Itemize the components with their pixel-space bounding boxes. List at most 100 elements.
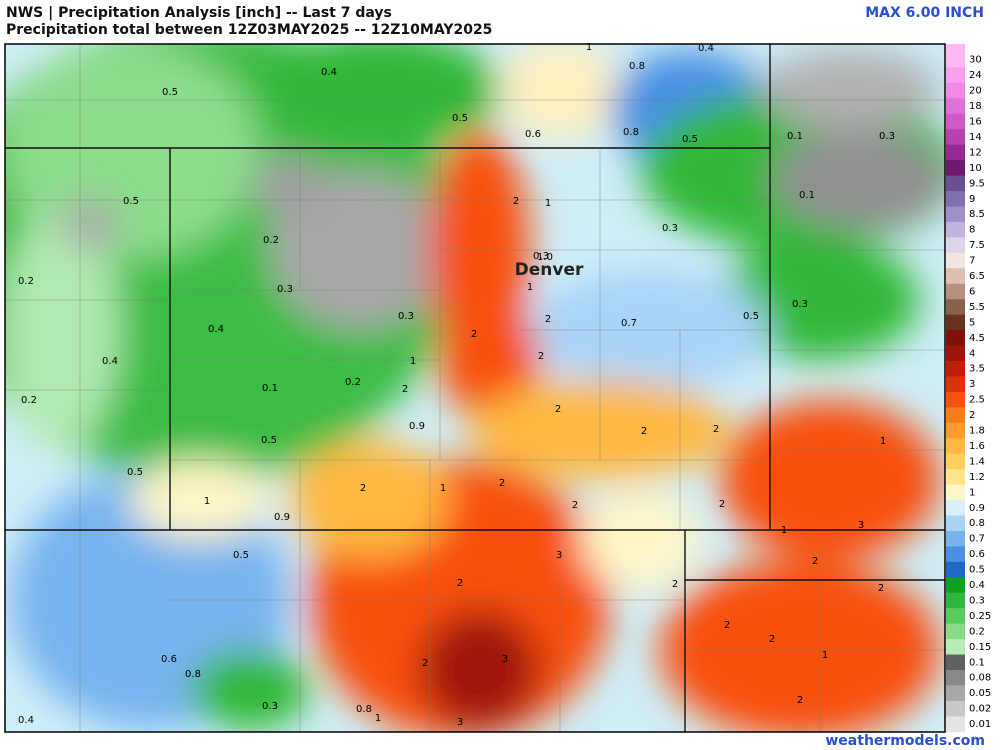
map-label: 2 bbox=[724, 620, 730, 631]
footer: weathermodels.com bbox=[825, 733, 985, 749]
legend-label: 7.5 bbox=[969, 240, 985, 251]
legend-label: 20 bbox=[969, 86, 982, 97]
legend-swatch bbox=[946, 299, 965, 316]
map-label: 2 bbox=[769, 634, 775, 645]
map-label: 1 bbox=[880, 436, 886, 447]
legend-swatch bbox=[946, 283, 965, 300]
map-label: 0.2 bbox=[18, 276, 34, 287]
map-label: 0.4 bbox=[18, 715, 34, 726]
map-label: 0.5 bbox=[743, 311, 759, 322]
legend-label: 0.9 bbox=[969, 503, 985, 514]
map-label: 0.2 bbox=[21, 395, 37, 406]
legend-swatch bbox=[946, 608, 965, 625]
legend-swatch bbox=[946, 129, 965, 146]
map-label: 0.3 bbox=[662, 223, 678, 234]
map-label: 0.8 bbox=[185, 669, 201, 680]
map-label: 2 bbox=[499, 478, 505, 489]
legend-label: 6.5 bbox=[969, 271, 985, 282]
map-label: 3 bbox=[858, 520, 864, 531]
legend-swatch bbox=[946, 530, 965, 547]
legend-label: 7 bbox=[969, 256, 975, 267]
map-label: 0.3 bbox=[262, 701, 278, 712]
legend-swatch bbox=[946, 191, 965, 207]
legend-swatch bbox=[946, 221, 965, 238]
max-label: MAX 6.00 INCH bbox=[865, 5, 984, 21]
legend-label: 0.01 bbox=[969, 719, 991, 730]
map-label: 2 bbox=[713, 424, 719, 435]
legend-label: 1.8 bbox=[969, 426, 985, 437]
subtitle: Precipitation total between 12Z03MAY2025… bbox=[6, 22, 492, 38]
legend-label: 0.05 bbox=[969, 688, 991, 699]
legend-swatch bbox=[946, 144, 965, 161]
legend-label: 6 bbox=[969, 286, 975, 297]
map-label: 0.4 bbox=[698, 43, 714, 54]
legend-swatch bbox=[946, 469, 965, 486]
map-label: 0.9 bbox=[409, 421, 425, 432]
map-label: 0.3 bbox=[879, 131, 895, 142]
legend-label: 9.5 bbox=[969, 178, 985, 189]
map-label: 3 bbox=[556, 550, 562, 561]
legend-cap bbox=[946, 44, 965, 53]
legend-label: 5 bbox=[969, 317, 975, 328]
legend-swatch bbox=[946, 113, 965, 130]
legend-label: 0.8 bbox=[969, 518, 985, 529]
map-label: 0.3 bbox=[792, 299, 808, 310]
legend-swatch bbox=[946, 592, 965, 609]
map-label: 2 bbox=[402, 384, 408, 395]
map-label: 0.2 bbox=[263, 235, 279, 246]
legend-label: 9 bbox=[969, 194, 975, 205]
map-label: 3 bbox=[457, 717, 463, 728]
map-label: 2 bbox=[360, 483, 366, 494]
map-label: 0.8 bbox=[629, 61, 645, 72]
map-frame bbox=[4, 43, 946, 733]
map-label: 2 bbox=[719, 499, 725, 510]
legend-swatch bbox=[946, 175, 965, 192]
map-label: 1.0 bbox=[537, 252, 553, 263]
state-borders bbox=[5, 44, 945, 732]
legend-swatch bbox=[946, 577, 965, 594]
legend-swatch bbox=[946, 500, 965, 516]
title: NWS | Precipitation Analysis [inch] -- L… bbox=[6, 5, 392, 21]
map-label: 2 bbox=[641, 426, 647, 437]
legend-swatch bbox=[946, 700, 965, 717]
map-label: 0.8 bbox=[623, 127, 639, 138]
legend-swatch bbox=[946, 623, 965, 640]
map-label: 2 bbox=[471, 329, 477, 340]
map-label: 1 bbox=[440, 483, 446, 494]
map-label: 0.4 bbox=[208, 324, 224, 335]
map-label: 0.9 bbox=[274, 512, 290, 523]
legend-label: 5.5 bbox=[969, 302, 985, 313]
legend-swatch bbox=[946, 206, 965, 223]
legend-swatch bbox=[946, 685, 965, 702]
legend-swatch bbox=[946, 561, 965, 578]
map-label: 2 bbox=[572, 500, 578, 511]
legend-swatch bbox=[946, 391, 965, 408]
legend-swatch bbox=[946, 268, 965, 285]
legend-swatch bbox=[946, 345, 965, 362]
map-label: 1 bbox=[375, 713, 381, 724]
map-label: 2 bbox=[672, 579, 678, 590]
legend-swatch bbox=[946, 453, 965, 470]
map-label: 3 bbox=[502, 654, 508, 665]
legend-label: 0.1 bbox=[969, 657, 985, 668]
map-label: 1 bbox=[545, 198, 551, 209]
city-label: Denver bbox=[515, 260, 584, 280]
legend-swatch bbox=[946, 82, 965, 99]
legend-label: 0.3 bbox=[969, 595, 985, 606]
map-label: 2 bbox=[457, 578, 463, 589]
legend-label: 0.15 bbox=[969, 642, 991, 653]
legend-swatch bbox=[946, 376, 965, 393]
map-label: 0.7 bbox=[621, 318, 637, 329]
legend-swatch bbox=[946, 98, 965, 115]
map-label: 1 bbox=[527, 282, 533, 293]
map-label: 2 bbox=[878, 583, 884, 594]
map-label: 0.6 bbox=[525, 129, 541, 140]
map-label: 0.5 bbox=[123, 196, 139, 207]
map-label: 1 bbox=[410, 356, 416, 367]
map-label: 0.2 bbox=[345, 377, 361, 388]
legend-label: 12 bbox=[969, 147, 982, 158]
legend-label: 0.5 bbox=[969, 565, 985, 576]
map-label: 0.5 bbox=[452, 113, 468, 124]
map-label: 0.3 bbox=[277, 284, 293, 295]
